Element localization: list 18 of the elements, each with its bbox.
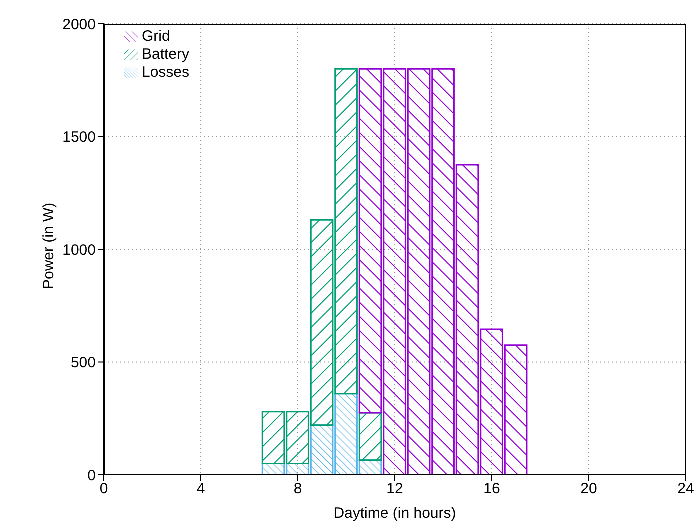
y-tick-label: 2000 [62, 16, 96, 34]
x-tick-label: 0 [100, 480, 108, 498]
x-axis-title: Daytime (in hours) [334, 505, 456, 522]
y-tick-label: 1000 [62, 242, 96, 259]
legend-label: Losses [142, 64, 190, 81]
legend-label: Grid [142, 28, 170, 45]
y-tick-label: 500 [70, 354, 96, 372]
x-tick-label: 4 [196, 480, 206, 498]
bar [358, 412, 382, 462]
y-tick-label: 0 [88, 467, 96, 484]
y-axis-title: Power (in W) [40, 202, 58, 290]
x-tick-label: 16 [484, 480, 500, 498]
x-tick-label: 20 [580, 480, 598, 498]
x-tick-label: 12 [386, 480, 404, 498]
legend-label: Battery [142, 46, 190, 63]
x-tick-label: 24 [678, 480, 694, 498]
y-tick-label: 1500 [62, 129, 96, 146]
x-tick-label: 8 [294, 480, 302, 498]
